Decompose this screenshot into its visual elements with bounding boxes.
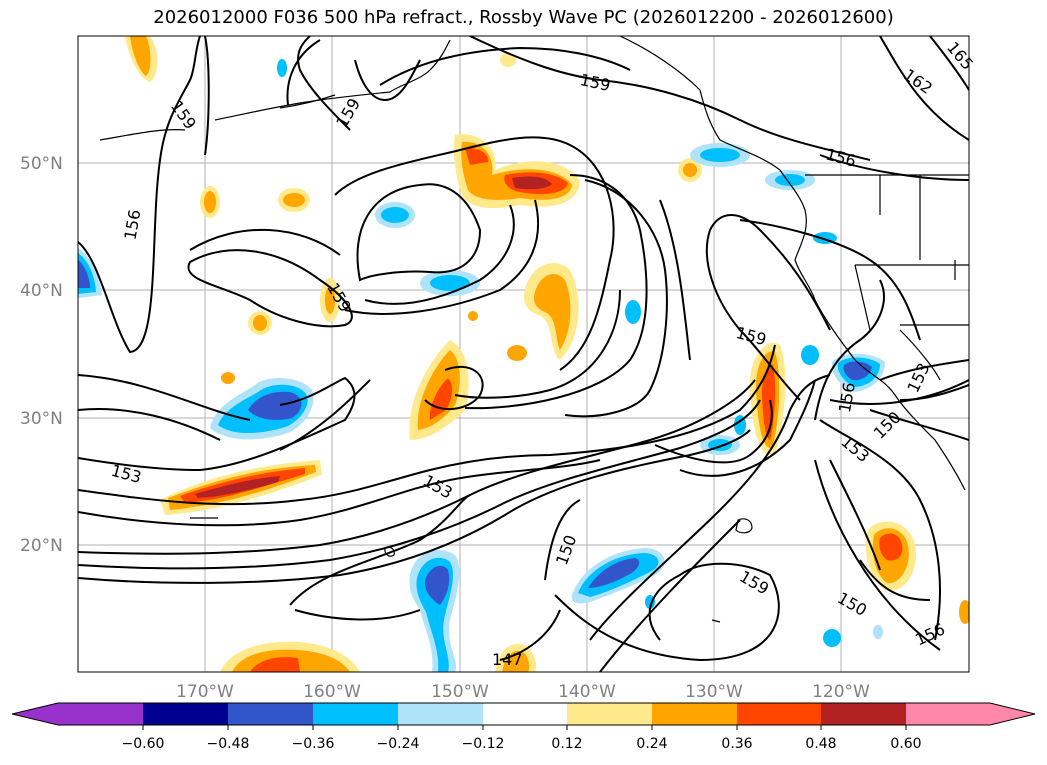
colorbar-tick-label: 0.36	[721, 736, 752, 752]
colorbar-segment	[58, 703, 143, 725]
colorbar-extend-min	[12, 703, 58, 725]
lon-label: 170°W	[176, 682, 234, 702]
lat-label: 30°N	[20, 409, 63, 429]
colorbar-tick-label: −0.36	[292, 736, 335, 752]
lon-label: 130°W	[685, 682, 743, 702]
map-title: 2026012000 F036 500 hPa refract., Rossby…	[153, 7, 894, 28]
positive-shading	[125, 36, 969, 672]
lon-label: 150°W	[431, 682, 489, 702]
coastlines	[99, 36, 969, 623]
latitude-labels: 50°N 40°N 30°N 20°N	[20, 154, 63, 556]
lat-label: 40°N	[20, 281, 63, 301]
colorbar-tick-label: −0.48	[207, 736, 250, 752]
colorbar-tick-label: 0.48	[805, 736, 836, 752]
colorbar-outline	[11, 702, 1036, 726]
colorbar-segment	[313, 703, 398, 725]
colorbar-segment	[398, 703, 483, 725]
colorbar-tick-label: −0.12	[462, 736, 505, 752]
colorbar-segment	[821, 703, 906, 725]
contour-lines	[78, 36, 969, 672]
lon-label: 120°W	[812, 682, 870, 702]
colorbar-tick-label: −0.60	[122, 736, 165, 752]
colorbar-segment	[567, 703, 652, 725]
colorbar-segment	[143, 703, 228, 725]
contour-label: 147	[492, 650, 523, 669]
colorbar-tick-label: 0.60	[890, 736, 921, 752]
colorbar-tick-label: 0.12	[551, 736, 582, 752]
colorbar-segment	[652, 703, 737, 725]
map-border	[77, 35, 970, 673]
lat-label: 50°N	[20, 154, 63, 174]
longitude-labels: 170°W 160°W 150°W 140°W 130°W 120°W	[176, 682, 870, 702]
colorbar-tick-label: 0.24	[636, 736, 667, 752]
lon-label: 160°W	[303, 682, 361, 702]
colorbar-segment	[737, 703, 821, 725]
colorbar: −0.60 −0.48 −0.36 −0.24 −0.12 0.12 0.24 …	[11, 702, 1036, 752]
lat-label: 20°N	[20, 536, 63, 556]
colorbar-segment	[483, 703, 567, 725]
lon-label: 140°W	[558, 682, 616, 702]
colorbar-tick-label: −0.24	[377, 736, 420, 752]
colorbar-segment	[228, 703, 313, 725]
colorbar-extend-max	[906, 703, 1035, 725]
